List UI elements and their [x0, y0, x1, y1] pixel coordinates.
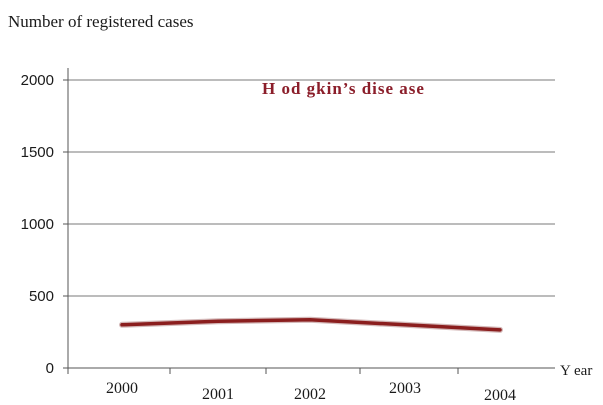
data-point-2002 — [308, 318, 312, 322]
x-tick-label-2000: 2000 — [106, 380, 138, 397]
x-tick-label-2004: 2004 — [484, 387, 516, 404]
data-point-2000 — [120, 323, 124, 327]
x-axis-label: Y ear — [560, 363, 592, 379]
y-tick-label-2000: 2000 — [21, 72, 54, 89]
y-tick-label-500: 500 — [29, 288, 54, 305]
y-tick-label-1000: 1000 — [21, 216, 54, 233]
x-tick-label-2001: 2001 — [202, 386, 234, 403]
axes — [63, 68, 555, 374]
y-tick-label-1500: 1500 — [21, 144, 54, 161]
data-point-2004 — [498, 328, 502, 332]
data-point-2001 — [216, 319, 220, 323]
x-tick-labels: 2000 2001 2002 2003 2004 — [106, 380, 516, 404]
series — [119, 316, 503, 333]
chart-annotation: H od gkin’s dise ase — [262, 79, 425, 98]
y-axis-label: Number of registered cases — [8, 12, 194, 31]
y-tick-labels: 0 500 1000 1500 2000 — [21, 72, 54, 377]
y-tick-label-0: 0 — [46, 360, 54, 377]
x-tick-label-2002: 2002 — [294, 386, 326, 403]
gridlines — [68, 79, 555, 297]
data-point-2003 — [403, 323, 407, 327]
x-tick-label-2003: 2003 — [389, 380, 421, 397]
